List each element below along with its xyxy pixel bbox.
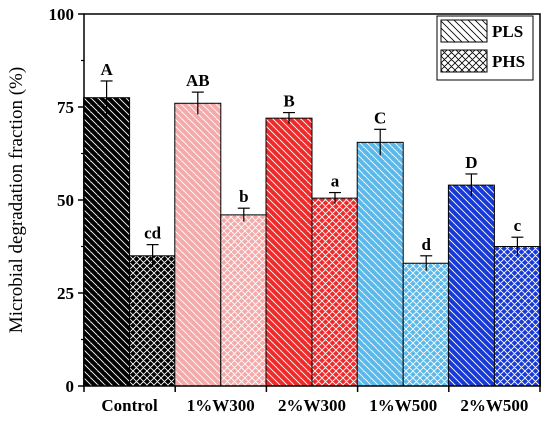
y-axis-title: Microbial degradation fraction (%) — [6, 67, 27, 333]
legend: PLS PHS — [436, 15, 534, 81]
legend-swatch-phs — [440, 49, 488, 73]
bar-pls-2w500 — [447, 184, 495, 387]
bar-pls-1w500 — [356, 141, 404, 387]
x-axis: Control 1%W300 2%W300 1%W500 2%W500 — [83, 386, 541, 415]
legend-label-pls: PLS — [492, 22, 523, 41]
significance-label-phs-2: a — [331, 172, 340, 191]
significance-label-phs-1: b — [239, 187, 248, 206]
x-category-label: 2%W300 — [278, 396, 346, 415]
legend-label-phs: PHS — [492, 52, 525, 71]
x-category-label: 1%W500 — [369, 396, 437, 415]
significance-label-pls-4: D — [465, 153, 477, 172]
bar-phs-control — [129, 255, 177, 387]
bar-phs-2w300 — [311, 197, 359, 387]
y-tick-label: 0 — [66, 377, 75, 396]
bar-phs-2w500 — [493, 246, 541, 387]
bar-phs-1w500 — [402, 262, 450, 387]
y-tick-label: 25 — [57, 284, 74, 303]
significance-label-phs-4: c — [514, 216, 522, 235]
bars-layer — [83, 97, 541, 387]
significance-label-phs-0: cd — [144, 224, 162, 243]
x-category-label: Control — [101, 396, 158, 415]
bar-phs-1w300 — [220, 214, 268, 387]
significance-label-pls-1: AB — [186, 71, 210, 90]
y-tick-label: 100 — [49, 5, 75, 24]
x-category-label: 1%W300 — [187, 396, 255, 415]
y-tick-label: 75 — [57, 98, 74, 117]
bar-pls-control — [83, 97, 131, 387]
legend-swatch-pls — [440, 19, 488, 43]
error-bars-layer — [100, 80, 524, 271]
significance-label-phs-3: d — [421, 235, 431, 254]
x-category-label: 2%W500 — [460, 396, 528, 415]
y-axis: 0 25 50 75 100 — [49, 5, 84, 396]
bar-pls-2w300 — [265, 117, 313, 387]
y-tick-label: 50 — [57, 191, 74, 210]
significance-label-pls-2: B — [283, 92, 294, 111]
significance-label-pls-3: C — [374, 108, 386, 127]
bar-pls-1w300 — [174, 102, 222, 387]
significance-labels-layer: Acd AB b Ba Cd Dc — [100, 60, 521, 254]
significance-label-pls-0: A — [100, 60, 113, 79]
